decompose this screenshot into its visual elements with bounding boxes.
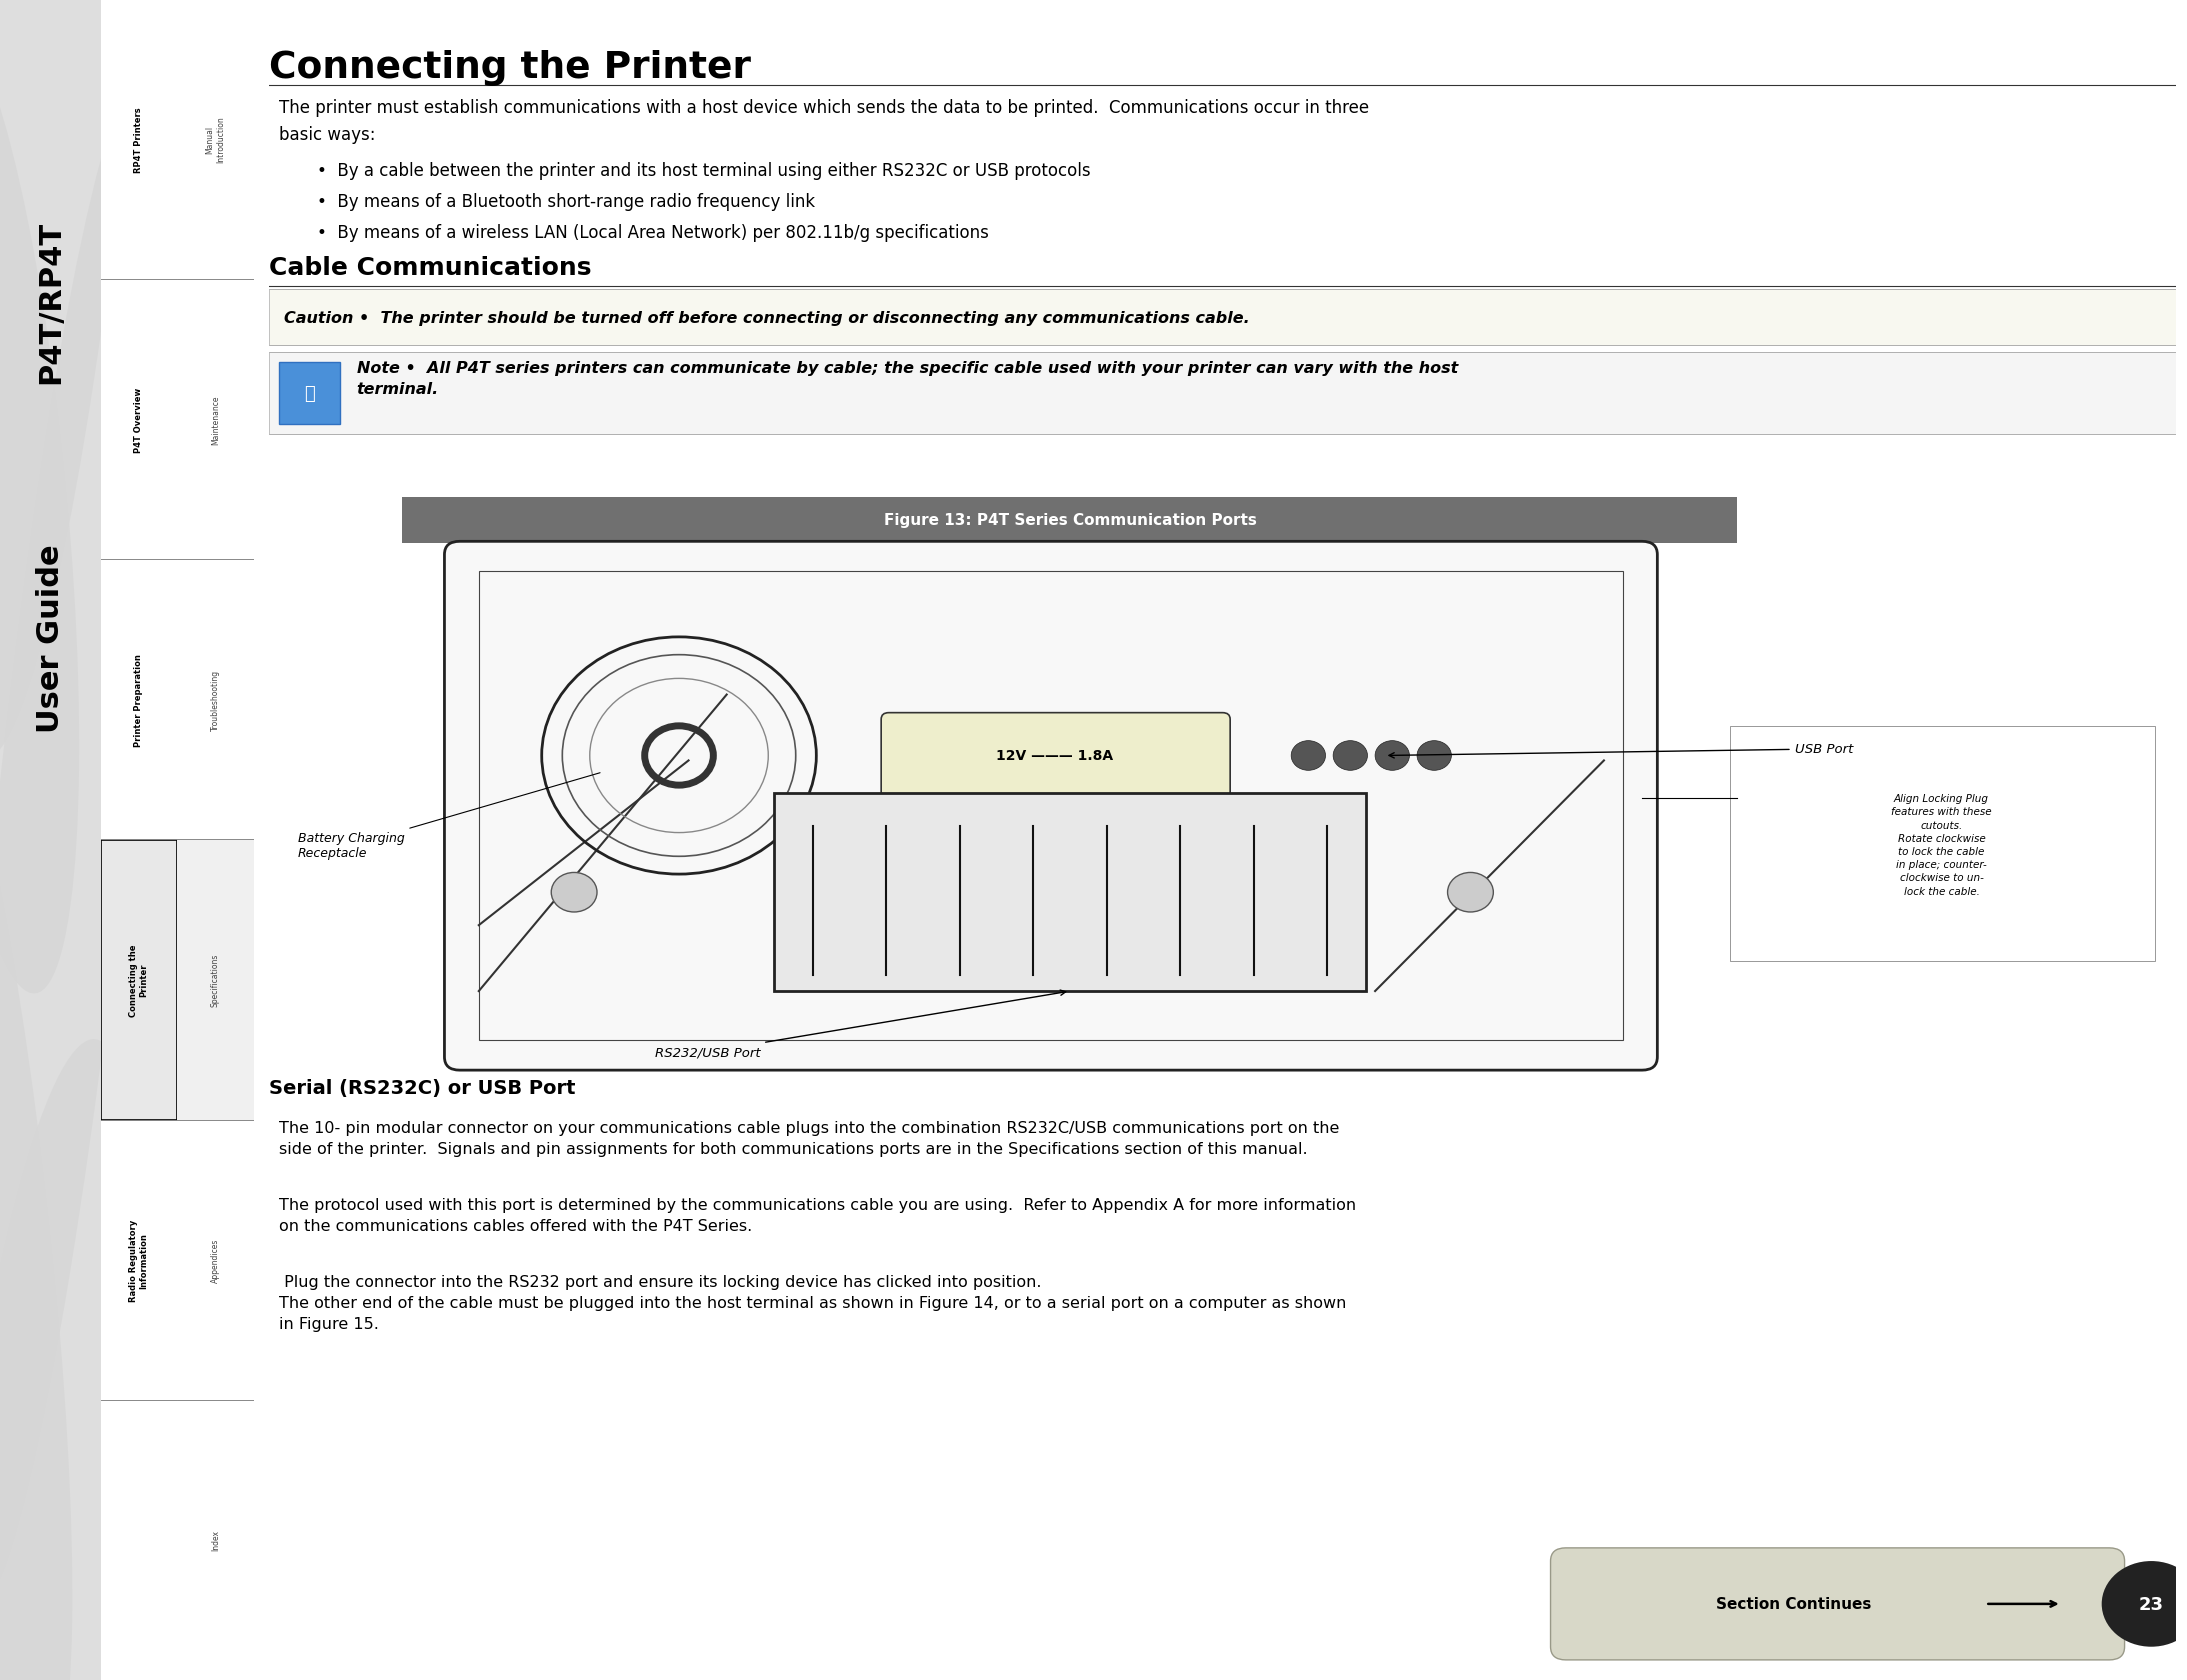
Text: RS232/USB Port: RS232/USB Port <box>654 991 1065 1058</box>
Text: •  By means of a wireless LAN (Local Area Network) per 802.11b/g specifications: • By means of a wireless LAN (Local Area… <box>317 223 989 242</box>
Circle shape <box>1376 741 1408 771</box>
Text: Specifications: Specifications <box>210 953 221 1006</box>
Circle shape <box>1417 741 1452 771</box>
Ellipse shape <box>0 1040 140 1680</box>
Text: Connecting the
Printer: Connecting the Printer <box>129 944 149 1016</box>
Text: Maintenance: Maintenance <box>210 395 221 445</box>
Text: Figure 13: P4T Series Communication Ports: Figure 13: P4T Series Communication Port… <box>884 512 1255 528</box>
Text: USB Port: USB Port <box>1389 743 1852 759</box>
Text: P4T Overview: P4T Overview <box>133 388 144 452</box>
Text: RP4T Printers: RP4T Printers <box>133 108 144 173</box>
Text: User Guide: User Guide <box>35 544 66 732</box>
Text: 12V ——— 1.8A: 12V ——— 1.8A <box>995 749 1113 763</box>
FancyBboxPatch shape <box>402 497 1736 544</box>
Text: Section Continues: Section Continues <box>1717 1596 1872 1611</box>
Text: Align Locking Plug
features with these
cutouts.
Rotate clockwise
to lock the cab: Align Locking Plug features with these c… <box>1892 793 1992 895</box>
Text: ⎙: ⎙ <box>304 385 315 403</box>
Ellipse shape <box>0 13 79 995</box>
Text: Serial (RS232C) or USB Port: Serial (RS232C) or USB Port <box>269 1079 575 1097</box>
Text: Appendices: Appendices <box>210 1238 221 1282</box>
Text: Printer Preparation: Printer Preparation <box>133 654 144 746</box>
FancyBboxPatch shape <box>1730 726 2154 963</box>
Text: •  By means of a Bluetooth short-range radio frequency link: • By means of a Bluetooth short-range ra… <box>317 193 816 212</box>
FancyBboxPatch shape <box>269 291 2176 346</box>
Circle shape <box>2102 1561 2187 1646</box>
FancyBboxPatch shape <box>774 795 1365 991</box>
Text: Caution •  The printer should be turned off before connecting or disconnecting a: Caution • The printer should be turned o… <box>284 311 1251 326</box>
Text: Index: Index <box>210 1529 221 1551</box>
Ellipse shape <box>0 642 72 1680</box>
Circle shape <box>1448 874 1494 912</box>
FancyBboxPatch shape <box>881 714 1229 800</box>
FancyBboxPatch shape <box>269 353 2176 435</box>
Text: Battery Charging
Receptacle: Battery Charging Receptacle <box>297 773 599 860</box>
Circle shape <box>1290 741 1325 771</box>
Text: •  By a cable between the printer and its host terminal using either RS232C or U: • By a cable between the printer and its… <box>317 161 1091 180</box>
Text: P4T/RP4T: P4T/RP4T <box>35 220 66 385</box>
Text: Troubleshooting: Troubleshooting <box>210 669 221 731</box>
Text: Cable Communications: Cable Communications <box>269 255 590 279</box>
Text: The 10- pin modular connector on your communications cable plugs into the combin: The 10- pin modular connector on your co… <box>278 1121 1338 1156</box>
Text: The printer must establish communications with a host device which sends the dat: The printer must establish communication… <box>278 99 1369 143</box>
Text: Manual
Introduction: Manual Introduction <box>206 116 225 163</box>
Text: Plug the connector into the RS232 port and ensure its locking device has clicked: Plug the connector into the RS232 port a… <box>278 1275 1345 1332</box>
Bar <box>101 840 177 1121</box>
Circle shape <box>1334 741 1367 771</box>
Ellipse shape <box>0 74 164 1606</box>
Ellipse shape <box>0 0 149 758</box>
Text: Note •  All P4T series printers can communicate by cable; the specific cable use: Note • All P4T series printers can commu… <box>356 361 1459 396</box>
Text: Radio Regulatory
Information: Radio Regulatory Information <box>129 1220 149 1300</box>
Circle shape <box>551 874 597 912</box>
FancyBboxPatch shape <box>278 363 339 425</box>
Text: The protocol used with this port is determined by the communications cable you a: The protocol used with this port is dete… <box>278 1198 1356 1233</box>
Text: Connecting the Printer: Connecting the Printer <box>269 50 750 86</box>
Bar <box>177 840 254 1121</box>
FancyBboxPatch shape <box>1551 1547 2124 1660</box>
Text: 23: 23 <box>2139 1594 2163 1613</box>
FancyBboxPatch shape <box>444 543 1658 1070</box>
